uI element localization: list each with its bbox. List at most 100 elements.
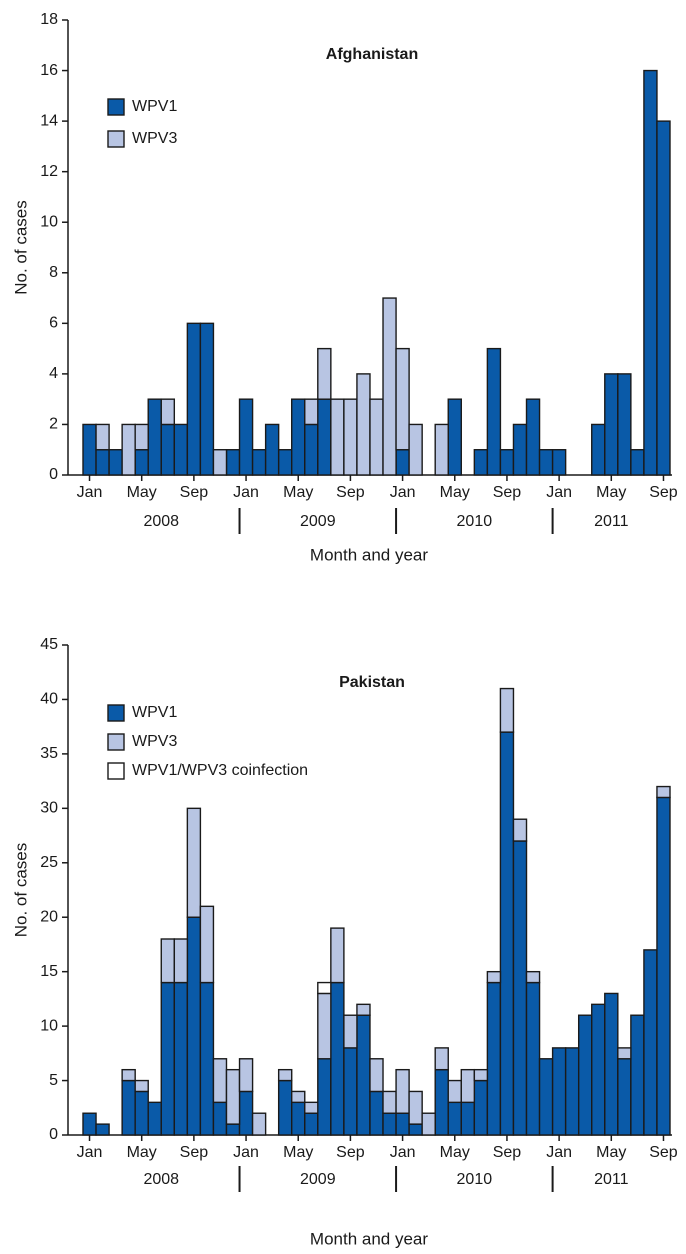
legend-label: WPV1/WPV3 coinfection [132,762,308,779]
bar [251,1112,267,1136]
y-tick-label: 10 [40,213,58,230]
y-tick-label: 2 [49,416,58,433]
x-tick-label: Sep [649,484,678,501]
x-tick-label: May [596,484,626,501]
bar [499,449,515,476]
y-tick-label: 4 [49,365,58,382]
bar [356,373,371,476]
bar [199,322,215,476]
bar [369,1090,384,1136]
bar [538,1058,554,1136]
y-tick-label: 45 [40,636,58,653]
bar [447,1101,462,1136]
bar [408,423,423,476]
bar [212,1058,228,1104]
year-label: 2011 [594,513,629,530]
bar [577,1014,593,1136]
bar [473,1079,489,1136]
bar [369,398,384,476]
bar [134,1090,149,1136]
year-label: 2010 [457,1171,493,1188]
x-tick-label: May [127,484,157,501]
legend-swatch [107,98,125,116]
bar [525,981,541,1136]
year-label: 2009 [300,513,336,530]
bar [238,1058,254,1093]
bar [382,1112,397,1136]
year-label: 2008 [143,513,179,530]
bar [212,1101,228,1136]
bar [382,297,397,476]
bar [317,1058,332,1136]
y-tick-label: 16 [40,62,58,79]
bar [434,423,449,476]
y-tick-label: 12 [40,163,58,180]
bar [421,1112,436,1136]
bar [95,449,110,476]
bar [395,449,410,476]
bar [160,981,176,1136]
x-tick-label: May [283,1144,313,1161]
bar [291,1090,306,1104]
legend-label: WPV3 [132,130,177,147]
y-axis-label: No. of cases [11,843,30,938]
bar [486,981,502,1136]
bar [95,1123,110,1136]
bar [512,818,528,842]
bar [447,398,462,476]
x-tick-label: Sep [493,484,522,501]
bar [160,938,176,984]
bar [630,449,645,476]
x-tick-label: May [440,484,470,501]
bar [212,449,228,476]
bar [121,1068,136,1082]
bar [291,1101,306,1136]
y-tick-label: 40 [40,691,58,708]
y-tick-label: 15 [40,963,58,980]
bar [173,938,189,984]
legend-swatch [107,130,125,148]
x-tick-label: Jan [77,484,103,501]
bar [525,398,541,476]
bar [317,981,332,995]
bar [82,1112,97,1136]
x-axis-label: Month and year [310,545,428,564]
legend-label: WPV3 [132,733,177,750]
legend-swatch [107,704,125,722]
y-tick-label: 0 [49,466,58,483]
bar [82,423,97,476]
bar [317,347,332,400]
bar [225,449,241,476]
bar [225,1068,241,1125]
x-tick-label: Jan [546,484,572,501]
bar [277,1068,293,1082]
bar [330,981,345,1136]
x-tick-label: Jan [233,1144,259,1161]
bar [317,398,332,476]
bar [473,449,489,476]
y-tick-label: 14 [40,112,58,129]
bar [330,398,345,476]
x-tick-label: May [127,1144,157,1161]
bar [225,1123,241,1136]
bar [643,949,658,1136]
bar [147,398,162,476]
bar [134,423,149,451]
y-tick-label: 25 [40,854,58,871]
bar [199,981,215,1136]
bar [460,1101,476,1136]
chart-title: Pakistan [339,674,405,691]
bar [551,449,567,476]
y-tick-label: 35 [40,745,58,762]
bar [434,1068,449,1136]
bar [238,1090,254,1136]
x-tick-label: Jan [233,484,259,501]
year-label: 2010 [457,513,493,530]
bar [473,1068,489,1082]
bar [147,1101,162,1136]
x-tick-label: Jan [390,484,416,501]
y-tick-label: 0 [49,1126,58,1143]
bar [108,449,123,476]
bar [304,398,319,426]
